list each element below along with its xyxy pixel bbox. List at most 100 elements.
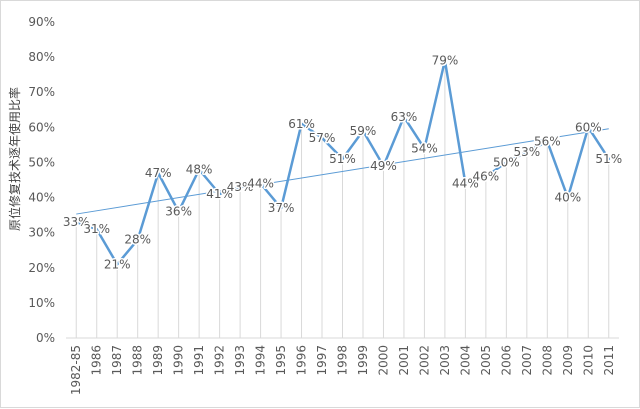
data-label: 53% — [513, 145, 540, 159]
data-label: 49% — [370, 159, 397, 173]
x-tick-label: 2011 — [602, 345, 616, 376]
series-layer — [74, 59, 611, 266]
x-tick-label: 2000 — [376, 345, 390, 376]
data-point — [75, 220, 78, 224]
x-tick-label: 2004 — [458, 345, 472, 376]
x-tick-label: 1992 — [213, 345, 227, 376]
data-label: 63% — [391, 110, 418, 124]
y-tick-label: 80% — [28, 50, 55, 64]
data-label: 61% — [288, 117, 315, 131]
data-label: 31% — [83, 222, 110, 236]
x-tick-label: 1990 — [172, 345, 186, 376]
data-point — [218, 192, 221, 196]
data-point — [423, 147, 426, 150]
data-point — [136, 238, 139, 241]
data-point — [566, 196, 569, 199]
data-label: 43% — [227, 180, 254, 194]
x-tick-label: 1995 — [274, 345, 288, 376]
y-tick-label: 40% — [28, 191, 55, 205]
data-label: 44% — [247, 177, 274, 191]
x-tick-label: 1997 — [315, 345, 329, 376]
y-tick-label: 0% — [36, 331, 55, 345]
data-point — [361, 129, 365, 133]
data-point — [607, 157, 610, 161]
data-point — [320, 136, 324, 140]
x-tick-label: 1991 — [192, 345, 206, 376]
x-tick-label: 2005 — [479, 345, 493, 376]
x-tick-label: 2003 — [438, 345, 452, 376]
y-tick-label: 60% — [28, 120, 55, 134]
x-tick-label: 1987 — [110, 345, 124, 376]
x-tick-label: 1988 — [131, 345, 145, 376]
data-point — [443, 59, 447, 62]
x-tick-label: 1998 — [336, 345, 350, 376]
data-point — [300, 122, 303, 126]
data-point — [546, 140, 549, 143]
x-tick-label: 2009 — [561, 345, 575, 376]
data-point — [525, 150, 529, 154]
x-tick-label: 1996 — [295, 345, 309, 376]
data-point — [484, 175, 488, 178]
trendline — [76, 128, 609, 215]
data-label: 79% — [432, 54, 459, 68]
y-tick-label: 70% — [28, 85, 55, 99]
data-label: 56% — [534, 134, 561, 148]
axis-layer: 0% 10% 20% 30% 40% 50% 60% 70% 80% 90% 1982-85 1986… — [28, 15, 619, 395]
data-label: 44% — [452, 177, 479, 191]
x-tick-label: 1982-85 — [69, 345, 83, 395]
data-point — [279, 206, 283, 210]
y-tick-label: 90% — [28, 15, 55, 29]
y-tick-label: 50% — [28, 155, 55, 169]
data-point — [197, 168, 201, 171]
data-point — [116, 263, 119, 266]
data-label: 48% — [186, 162, 213, 176]
trend-layer — [76, 128, 609, 215]
x-tick-label: 2008 — [540, 345, 554, 376]
data-label: 60% — [575, 120, 602, 134]
x-tick-label: 2001 — [397, 345, 411, 376]
x-tick-label: 1989 — [151, 345, 165, 376]
x-tick-label: 2006 — [499, 345, 513, 376]
data-point — [505, 161, 508, 164]
data-label: 21% — [104, 257, 131, 271]
x-tick-label: 2010 — [581, 345, 595, 376]
data-point — [259, 182, 262, 185]
data-label: 50% — [493, 155, 520, 169]
data-point — [177, 210, 180, 213]
data-label: 46% — [473, 169, 500, 183]
x-tick-label: 1993 — [233, 345, 247, 376]
data-label: 59% — [350, 124, 377, 138]
data-point — [341, 157, 344, 161]
data-label: 36% — [165, 205, 192, 219]
data-label-layer: 33%31%21%28%47%36%48%41%43%44%37%61%57%5… — [61, 52, 623, 273]
data-label: 37% — [268, 201, 295, 215]
data-label: 54% — [411, 141, 438, 155]
data-point — [464, 182, 467, 185]
data-label: 28% — [124, 233, 151, 247]
y-axis-title: 原位修复技术逐年使用比率 — [7, 87, 22, 231]
data-point — [402, 115, 406, 119]
data-label: 47% — [145, 166, 172, 180]
data-label: 57% — [309, 131, 336, 145]
x-tick-label: 1999 — [356, 345, 370, 376]
data-label: 51% — [329, 152, 356, 166]
x-tick-label: 2002 — [417, 345, 431, 376]
y-tick-label: 10% — [28, 296, 55, 310]
data-point — [238, 185, 242, 189]
grid-layer — [75, 60, 610, 338]
data-point — [95, 227, 98, 231]
data-label: 51% — [595, 152, 622, 166]
x-tick-label: 1994 — [254, 345, 268, 376]
data-label: 33% — [63, 215, 90, 229]
data-point — [587, 126, 590, 129]
y-tick-label: 20% — [28, 261, 55, 275]
data-point — [382, 164, 385, 168]
y-tick-label: 30% — [28, 226, 55, 240]
x-tick-label: 2007 — [520, 345, 534, 376]
data-label: 41% — [206, 187, 233, 201]
x-tick-label: 1986 — [90, 345, 104, 376]
data-point — [156, 171, 160, 175]
data-label: 40% — [554, 191, 581, 205]
